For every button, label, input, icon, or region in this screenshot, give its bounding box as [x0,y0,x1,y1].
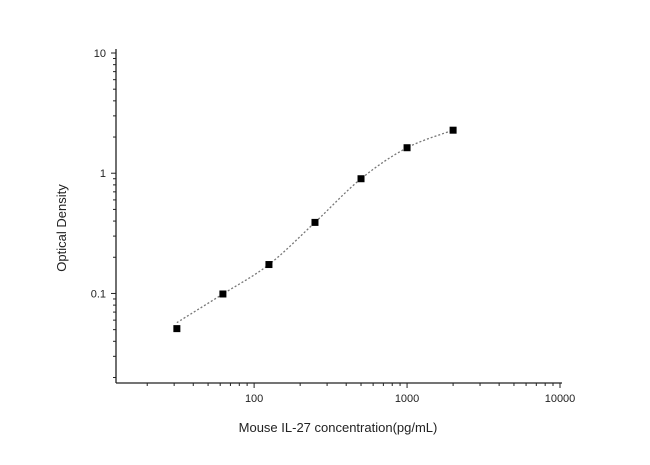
fit-curve-group [176,129,454,324]
data-point [311,218,319,226]
data-point [265,261,273,269]
y-tick-label: 0.1 [91,288,106,300]
data-point [219,290,227,298]
x-tick-label: 1000 [395,393,419,405]
x-tick-label: 10000 [545,393,576,405]
x-tick-label: 100 [245,393,263,405]
fit-curve [176,129,454,324]
data-points [173,126,457,333]
data-point [403,144,411,152]
axes: 100 1000 10000 0.1 1 10 [91,48,576,405]
y-tick-label: 10 [94,48,106,60]
y-tick-label: 1 [100,168,106,180]
data-point [357,175,365,183]
data-point [449,126,457,134]
x-axis-label: Mouse IL-27 concentration(pg/mL) [239,420,438,435]
data-point [173,325,181,333]
y-axis-label: Optical Density [54,184,69,272]
